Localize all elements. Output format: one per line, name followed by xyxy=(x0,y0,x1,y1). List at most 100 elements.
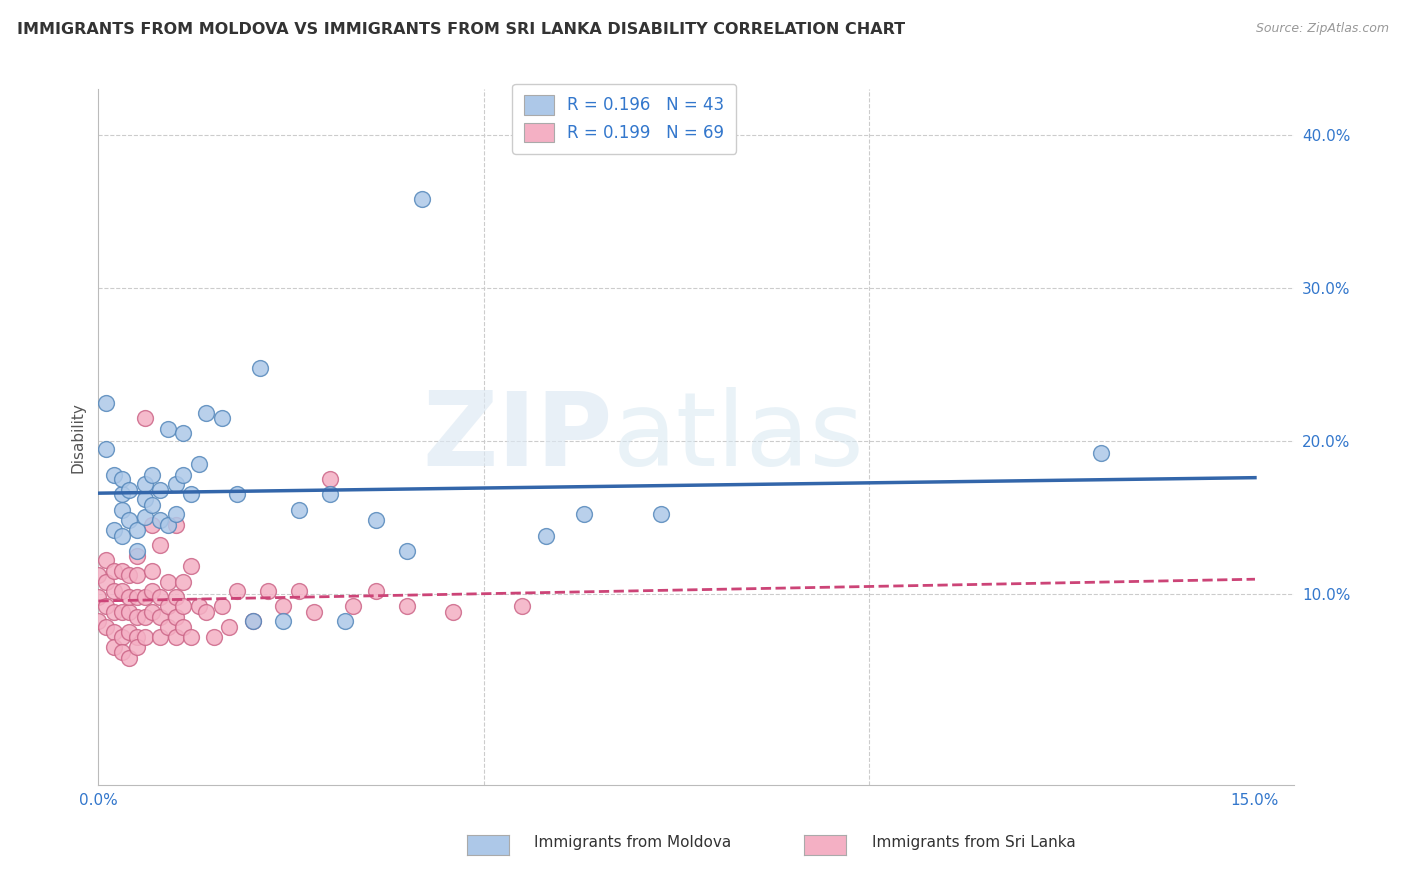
Point xyxy=(110,630,132,644)
Point xyxy=(180,487,202,501)
Point xyxy=(134,630,156,644)
Point xyxy=(226,583,249,598)
Point xyxy=(288,502,311,516)
Point xyxy=(333,615,356,629)
Point xyxy=(187,457,209,471)
Point xyxy=(242,615,264,629)
Point xyxy=(149,590,172,604)
Point xyxy=(134,491,156,506)
Point xyxy=(141,564,163,578)
Point xyxy=(141,605,163,619)
Text: atlas: atlas xyxy=(613,386,865,488)
Point xyxy=(149,609,172,624)
Text: Immigrants from Moldova: Immigrants from Moldova xyxy=(534,836,731,850)
Point xyxy=(172,599,194,613)
Point xyxy=(134,590,156,604)
Point xyxy=(172,467,194,482)
Point xyxy=(180,630,202,644)
Point xyxy=(103,467,125,482)
Point xyxy=(141,467,163,482)
Point xyxy=(118,625,141,640)
Text: Source: ZipAtlas.com: Source: ZipAtlas.com xyxy=(1256,22,1389,36)
Point xyxy=(165,518,187,533)
Point xyxy=(304,605,326,619)
Point xyxy=(103,564,125,578)
Point xyxy=(165,630,187,644)
Point xyxy=(125,544,148,558)
Point xyxy=(110,529,132,543)
Point xyxy=(319,472,342,486)
Point xyxy=(172,574,194,589)
Point xyxy=(87,568,110,582)
Point xyxy=(156,518,179,533)
Point xyxy=(156,574,179,589)
Point xyxy=(141,583,163,598)
Point xyxy=(94,620,117,634)
Point xyxy=(149,483,172,497)
Point xyxy=(195,605,218,619)
Point xyxy=(364,513,387,527)
Point xyxy=(110,605,132,619)
Point xyxy=(257,583,280,598)
Point xyxy=(118,590,141,604)
Point xyxy=(125,568,148,582)
Point xyxy=(103,640,125,655)
Point xyxy=(103,523,125,537)
Point xyxy=(512,599,534,613)
Point xyxy=(118,651,141,665)
Point xyxy=(534,529,557,543)
Point xyxy=(103,605,125,619)
Point xyxy=(110,502,132,516)
Point xyxy=(110,472,132,486)
Point xyxy=(411,192,433,206)
Point xyxy=(156,422,179,436)
Point xyxy=(141,498,163,512)
Point xyxy=(125,630,148,644)
Point xyxy=(165,609,187,624)
Text: Immigrants from Sri Lanka: Immigrants from Sri Lanka xyxy=(872,836,1076,850)
Text: IMMIGRANTS FROM MOLDOVA VS IMMIGRANTS FROM SRI LANKA DISABILITY CORRELATION CHAR: IMMIGRANTS FROM MOLDOVA VS IMMIGRANTS FR… xyxy=(17,22,905,37)
Point xyxy=(172,426,194,441)
Text: ZIP: ZIP xyxy=(422,386,613,488)
Point xyxy=(319,487,342,501)
Point xyxy=(118,483,141,497)
Point xyxy=(94,442,117,456)
Point xyxy=(134,411,156,425)
Point xyxy=(364,583,387,598)
Point xyxy=(342,599,364,613)
Point xyxy=(94,553,117,567)
Point xyxy=(149,630,172,644)
Point xyxy=(195,406,218,420)
Point xyxy=(125,609,148,624)
Point xyxy=(110,645,132,659)
Point xyxy=(149,513,172,527)
Point xyxy=(94,574,117,589)
Point xyxy=(110,487,132,501)
Point xyxy=(118,568,141,582)
Point xyxy=(218,620,240,634)
Point xyxy=(242,615,264,629)
Point xyxy=(118,605,141,619)
Point xyxy=(134,609,156,624)
Point xyxy=(226,487,249,501)
Point xyxy=(288,583,311,598)
Point xyxy=(395,544,418,558)
Point xyxy=(211,411,233,425)
Point xyxy=(125,549,148,563)
Point xyxy=(165,476,187,491)
Point xyxy=(273,615,295,629)
Point xyxy=(187,599,209,613)
Point xyxy=(1090,446,1112,460)
Point xyxy=(165,590,187,604)
Point xyxy=(134,510,156,524)
Point xyxy=(94,395,117,409)
Point xyxy=(202,630,225,644)
Point xyxy=(87,615,110,629)
Point xyxy=(249,360,271,375)
Point xyxy=(103,625,125,640)
Point xyxy=(273,599,295,613)
Point xyxy=(156,599,179,613)
Point xyxy=(103,583,125,598)
Point xyxy=(165,508,187,522)
Point xyxy=(134,476,156,491)
